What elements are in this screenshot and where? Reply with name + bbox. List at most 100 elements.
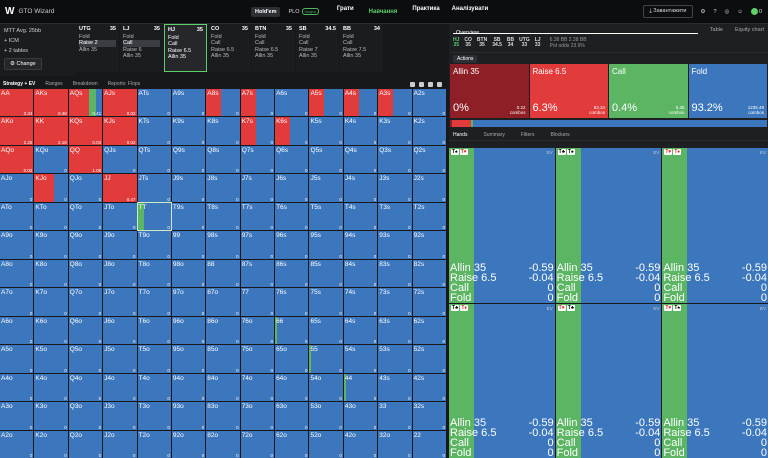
hand-cell-aa[interactable]: AA 3.34 — [0, 89, 34, 117]
hand-cell-k4s[interactable]: K4s 0 — [343, 117, 378, 145]
hand-cell-q2o[interactable]: Q2o 0 — [68, 430, 103, 458]
hand-cell-kqs[interactable]: KQs 0.03 — [68, 117, 103, 145]
position-action[interactable]: Allin 35 — [168, 54, 187, 60]
position-action[interactable]: Allin 35 — [123, 53, 142, 59]
hand-cell-93o[interactable]: 93o 0 — [171, 402, 206, 430]
hand-cell-q3o[interactable]: Q3o 0 — [68, 402, 103, 430]
user-icon[interactable]: ☺ — [737, 8, 743, 15]
hand-cell-73o[interactable]: 73o 0 — [240, 402, 275, 430]
hand-cell-99[interactable]: 99 0 — [171, 231, 206, 259]
hand-cell-q2s[interactable]: Q2s 0 — [412, 145, 446, 174]
hand-cell-j3s[interactable]: J3s 0 — [378, 174, 412, 202]
hand-cell-q8o[interactable]: Q8o 0 — [68, 259, 103, 288]
combo-cell[interactable]: T♥ T♦ EV Allin 35 -0.59 Raise 6.5 -0.04 Call 0 Fo… — [662, 148, 768, 303]
hand-cell-64s[interactable]: 64s 0 — [343, 316, 378, 345]
view-icon-3[interactable] — [428, 81, 433, 87]
hand-cell-k5o[interactable]: K5o 0 — [34, 345, 68, 373]
position-action[interactable]: Raise 6.5 — [211, 46, 235, 53]
hand-cell-j8o[interactable]: J8o 0 — [103, 259, 137, 288]
hand-cell-j3o[interactable]: J3o 0 — [103, 402, 137, 430]
change-button[interactable]: ⚙ Change — [4, 58, 42, 70]
hand-cell-a7o[interactable]: A7o 0 — [0, 288, 34, 316]
position-action[interactable]: Allin 35 — [79, 46, 98, 53]
position-action[interactable]: Raise 2 — [79, 40, 116, 47]
position-action[interactable]: Fold — [343, 33, 354, 40]
hand-cell-j6o[interactable]: J6o 0 — [103, 316, 137, 345]
hand-cell-93s[interactable]: 93s 0 — [378, 231, 412, 259]
hand-cell-a8s[interactable]: A8s 0 — [206, 89, 240, 117]
hand-cell-42o[interactable]: 42o 0 — [343, 430, 378, 458]
hand-cell-a2o[interactable]: A2o 0 — [0, 430, 34, 458]
hand-cell-96s[interactable]: 96s 0 — [275, 231, 309, 259]
hand-cell-64o[interactable]: 64o 0 — [275, 373, 309, 402]
position-action[interactable]: Call — [299, 40, 309, 46]
hand-cell-55[interactable]: 55 0 — [309, 345, 343, 373]
hand-cell-k9o[interactable]: K9o 0 — [34, 231, 68, 259]
action-call[interactable]: Call 0.4% 5.35 combos — [609, 64, 688, 118]
mode-holdem[interactable]: Hold'em — [251, 6, 281, 17]
position-hj[interactable]: HJ 35 Fold Call Raise 6.5 Allin 35 — [164, 24, 207, 72]
position-action[interactable]: Fold — [255, 33, 266, 40]
hand-cell-k5s[interactable]: K5s 0 — [309, 117, 343, 145]
position-action[interactable]: Call — [343, 40, 353, 46]
hand-cell-jts[interactable]: JTs 0 — [137, 174, 171, 202]
hand-cell-qq[interactable]: QQ 1.08 — [68, 145, 103, 174]
hand-cell-83s[interactable]: 83s 0 — [378, 259, 412, 288]
hand-cell-a9s[interactable]: A9s 0 — [171, 89, 206, 117]
hand-cell-t9o[interactable]: T9o 0 — [137, 231, 171, 259]
hand-cell-a3o[interactable]: A3o 0 — [0, 402, 34, 430]
hand-cell-82o[interactable]: 82o 0 — [206, 430, 240, 458]
right-position-sb[interactable]: SB 34.5 — [492, 37, 502, 49]
position-action[interactable]: Raise 6.5 — [255, 46, 279, 53]
position-action[interactable]: Allin 35 — [343, 53, 362, 59]
hand-cell-k7o[interactable]: K7o 0 — [34, 288, 68, 316]
hand-cell-j7o[interactable]: J7o 0 — [103, 288, 137, 316]
hand-cell-53s[interactable]: 53s 0 — [378, 345, 412, 373]
hand-cell-j4o[interactable]: J4o 0 — [103, 373, 137, 402]
position-action[interactable]: Call — [168, 41, 178, 47]
hand-cell-98s[interactable]: 98s 0 — [206, 231, 240, 259]
position-sb[interactable]: SB 34.5 Fold Call Raise 7 Allin 35 — [296, 24, 339, 72]
tab-table[interactable]: Table — [709, 27, 723, 33]
position-action[interactable]: Allin 35 — [299, 53, 318, 59]
hand-cell-t4s[interactable]: T4s 0 — [343, 202, 378, 231]
tab-reports-flops[interactable]: Reports: Flops — [107, 81, 141, 87]
hand-cell-33[interactable]: 33 0 — [378, 402, 412, 430]
coins-badge[interactable]: 0 — [750, 8, 762, 15]
nav-practice[interactable]: Практика — [412, 5, 440, 12]
tab-strategy-ev[interactable]: Strategy + EV — [3, 81, 36, 87]
hand-cell-32s[interactable]: 32s 0 — [412, 402, 446, 430]
hand-cell-kto[interactable]: KTo 0 — [34, 202, 68, 231]
position-utg[interactable]: UTG 35 Fold Raise 2 Allin 35 — [76, 24, 119, 72]
hand-cell-94s[interactable]: 94s 0 — [343, 231, 378, 259]
hand-cell-j5o[interactable]: J5o 0 — [103, 345, 137, 373]
hand-cell-63s[interactable]: 63s 0 — [378, 316, 412, 345]
hand-cell-74o[interactable]: 74o 0 — [240, 373, 275, 402]
hand-cell-aqs[interactable]: AQs 0.41 — [68, 89, 103, 117]
hand-cell-qts[interactable]: QTs 0 — [137, 145, 171, 174]
hand-cell-j9o[interactable]: J9o 0 — [103, 231, 137, 259]
position-action[interactable]: Fold — [123, 33, 134, 40]
hand-cell-63o[interactable]: 63o 0 — [275, 402, 309, 430]
hand-cell-a3s[interactable]: A3s 0 — [378, 89, 412, 117]
hand-cell-j2s[interactable]: J2s 0 — [412, 174, 446, 202]
position-btn[interactable]: BTN 35 Fold Call Raise 6.5 Allin 35 — [252, 24, 295, 72]
hand-cell-54s[interactable]: 54s 0 — [343, 345, 378, 373]
hand-cell-ats[interactable]: ATs 0 — [137, 89, 171, 117]
help-icon[interactable]: ? — [713, 8, 717, 15]
right-position-btn[interactable]: BTN 35 — [477, 37, 487, 49]
position-action[interactable]: Allin 35 — [255, 53, 274, 59]
position-co[interactable]: CO 35 Fold Call Raise 6.5 Allin 35 — [208, 24, 251, 72]
right-position-hj[interactable]: HJ 35 — [453, 37, 459, 49]
hand-cell-92s[interactable]: 92s 0 — [412, 231, 446, 259]
hand-cell-72s[interactable]: 72s 0 — [412, 288, 446, 316]
hand-cell-kts[interactable]: KTs 0 — [137, 117, 171, 145]
position-action[interactable]: Fold — [299, 33, 310, 40]
hand-cell-72o[interactable]: 72o 0 — [240, 430, 275, 458]
tab-equity-chart[interactable]: Equity chart — [734, 27, 764, 33]
hand-cell-76o[interactable]: 76o 0 — [240, 316, 275, 345]
hand-cell-t4o[interactable]: T4o 0 — [137, 373, 171, 402]
nav-play[interactable]: Грати — [336, 5, 354, 12]
hand-cell-q7s[interactable]: Q7s 0 — [240, 145, 275, 174]
hand-cell-qjo[interactable]: QJo 0 — [68, 174, 103, 202]
